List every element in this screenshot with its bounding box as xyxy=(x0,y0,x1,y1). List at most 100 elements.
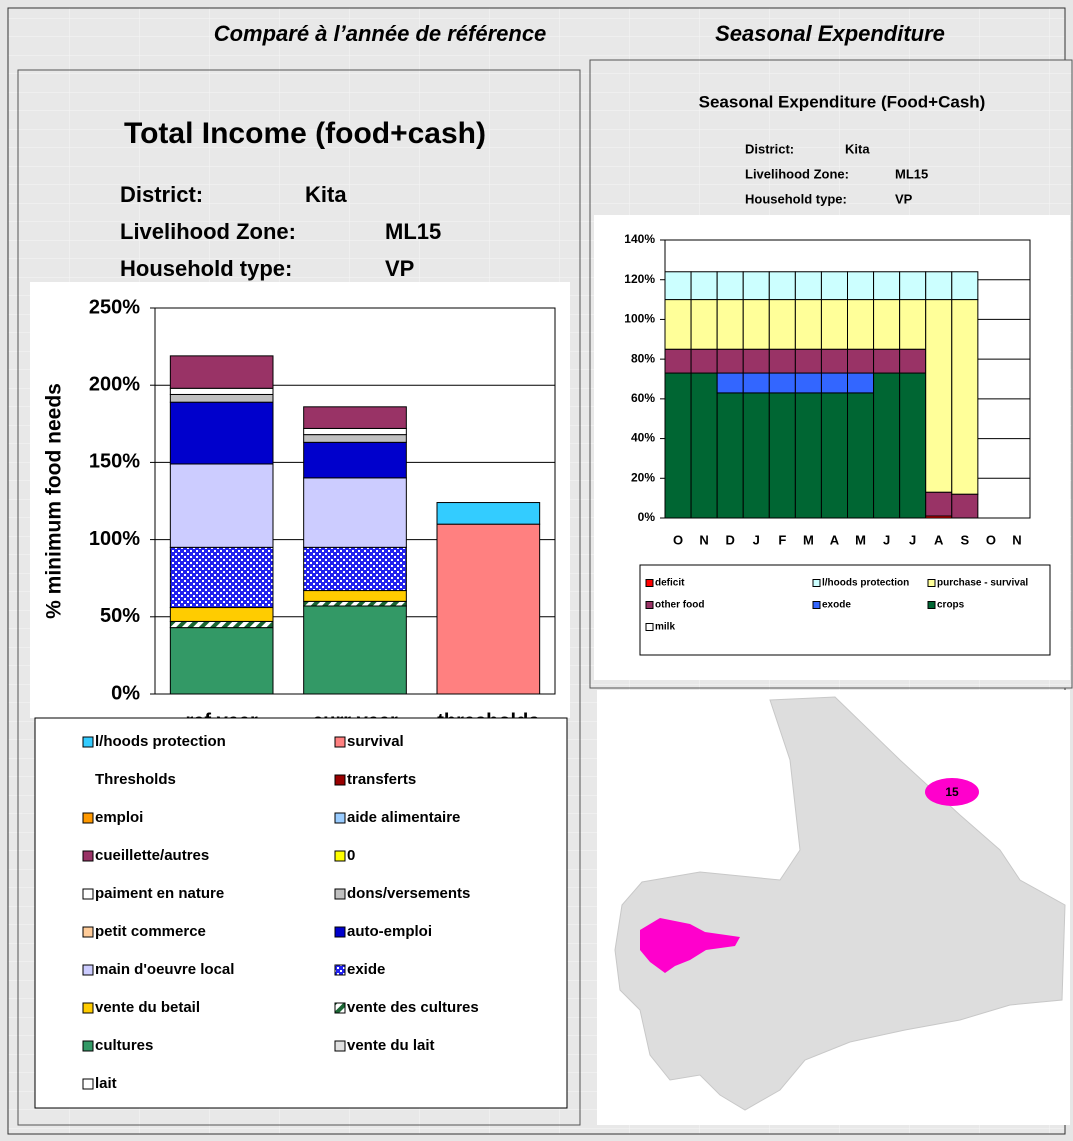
bar-segment xyxy=(169,627,274,695)
legend-swatch xyxy=(334,888,346,900)
x-tick-label: O xyxy=(986,532,996,547)
legend-swatch xyxy=(82,964,94,976)
legend-label: transferts xyxy=(347,771,416,788)
legend-swatch xyxy=(334,926,346,938)
x-tick-label: ref year xyxy=(186,710,258,732)
legend-label: auto-emploi xyxy=(347,923,432,940)
bar-segment xyxy=(847,271,875,301)
bar-segment xyxy=(794,372,822,394)
y-tick-label: 100% xyxy=(624,312,655,326)
bar-segment xyxy=(873,348,901,374)
legend-swatch xyxy=(334,1002,346,1014)
legend-label: cueillette/autres xyxy=(95,847,209,864)
bar-segment xyxy=(664,271,692,301)
x-tick-label: N xyxy=(1012,532,1021,547)
legend-label: crops xyxy=(937,600,965,611)
left-legend-items: l/hoods protection survival Thresholds tran… xyxy=(82,733,479,1092)
bar-segment xyxy=(768,299,796,350)
info-value: VP xyxy=(895,191,913,206)
legend-swatch xyxy=(645,601,654,609)
legend-swatch xyxy=(645,579,654,587)
bar-segment xyxy=(716,392,744,519)
y-axis-label: % minimum food needs xyxy=(43,383,66,619)
legend-label: dons/versements xyxy=(347,885,470,902)
legend-label: cultures xyxy=(95,1037,153,1054)
map-zone xyxy=(640,918,740,973)
bar-segment xyxy=(664,348,692,374)
bar-segment xyxy=(794,348,822,374)
right-legend-items: deficit crops exode other food milk purchase … xyxy=(645,578,1028,633)
info-label: Household type: xyxy=(120,256,292,281)
legend-label: purchase - survival xyxy=(937,578,1028,589)
legend-label: l/hoods protection xyxy=(95,733,226,750)
header: Seasonal Expenditure xyxy=(715,21,945,46)
bar-segment xyxy=(925,491,953,517)
bar-segment xyxy=(899,299,927,350)
x-tick-label: J xyxy=(753,532,760,547)
bar-segment xyxy=(794,392,822,519)
bar-segment xyxy=(925,299,953,493)
bar-segment xyxy=(925,271,953,301)
bar-segment xyxy=(899,372,927,519)
right-chart: 0%20%40%60%80%100%120%140%O N D J F M A M J J A S O N xyxy=(624,232,1031,547)
bar-segment xyxy=(664,299,692,350)
y-tick-label: 40% xyxy=(631,431,655,445)
chart-title: Total Income (food+cash) xyxy=(124,117,486,150)
x-tick-label: curr year xyxy=(312,710,398,732)
bar-segment xyxy=(951,299,979,495)
info-label: Livelihood Zone: xyxy=(120,219,296,244)
bar-segment xyxy=(899,348,927,374)
x-tick-label: D xyxy=(725,532,734,547)
bar-segment xyxy=(303,590,407,602)
legend-swatch xyxy=(82,1002,94,1014)
bar-segment xyxy=(169,620,274,629)
bar-segment xyxy=(742,372,770,394)
bar-segment xyxy=(899,271,927,301)
legend-label: survival xyxy=(347,733,404,750)
x-tick-label: A xyxy=(934,532,944,547)
legend-label: exide xyxy=(347,961,385,978)
x-tick-label: N xyxy=(699,532,708,547)
bar-segment xyxy=(169,355,274,389)
y-tick-label: 100% xyxy=(89,528,140,550)
bar-segment xyxy=(169,463,274,548)
bar-segment xyxy=(847,299,875,350)
info-label: District: xyxy=(745,141,794,156)
bar-segment xyxy=(742,271,770,301)
bar-segment xyxy=(664,372,692,519)
info-label: Household type: xyxy=(745,191,847,206)
bar-segment xyxy=(768,271,796,301)
bar-segment xyxy=(436,502,541,525)
x-tick-label: O xyxy=(673,532,683,547)
legend-label: paiment en nature xyxy=(95,885,224,902)
zone-label: 15 xyxy=(945,785,959,799)
header: Comparé à l’année de référence xyxy=(214,21,547,46)
bar-segment xyxy=(820,299,849,350)
legend-label: aide alimentaire xyxy=(347,809,460,826)
bar-segment xyxy=(436,523,541,695)
legend-label: emploi xyxy=(95,809,143,826)
bar-segment xyxy=(794,299,822,350)
bar-segment xyxy=(303,600,407,607)
bar-segment xyxy=(768,372,796,394)
y-tick-label: 200% xyxy=(89,373,140,395)
bar-segment xyxy=(169,393,274,403)
legend-swatch xyxy=(82,1040,94,1052)
legend-swatch xyxy=(82,888,94,900)
bar-segment xyxy=(169,546,274,609)
x-tick-label: A xyxy=(830,532,840,547)
legend-swatch xyxy=(82,850,94,862)
y-tick-label: 0% xyxy=(638,510,656,524)
bar-segment xyxy=(820,392,849,519)
bar-segment xyxy=(847,372,875,394)
bar-segment xyxy=(820,348,849,374)
legend-swatch xyxy=(334,964,346,976)
legend-label: vente du betail xyxy=(95,999,200,1016)
y-tick-label: 80% xyxy=(631,351,655,365)
legend-swatch xyxy=(334,1040,346,1052)
zone-badge xyxy=(925,778,979,806)
left-chart: 0% 50% 100% 150% 200% 250% % minimum food need… xyxy=(43,296,556,732)
bar-segment xyxy=(716,372,744,394)
bar-segment xyxy=(169,401,274,465)
bar-segment xyxy=(169,387,274,395)
